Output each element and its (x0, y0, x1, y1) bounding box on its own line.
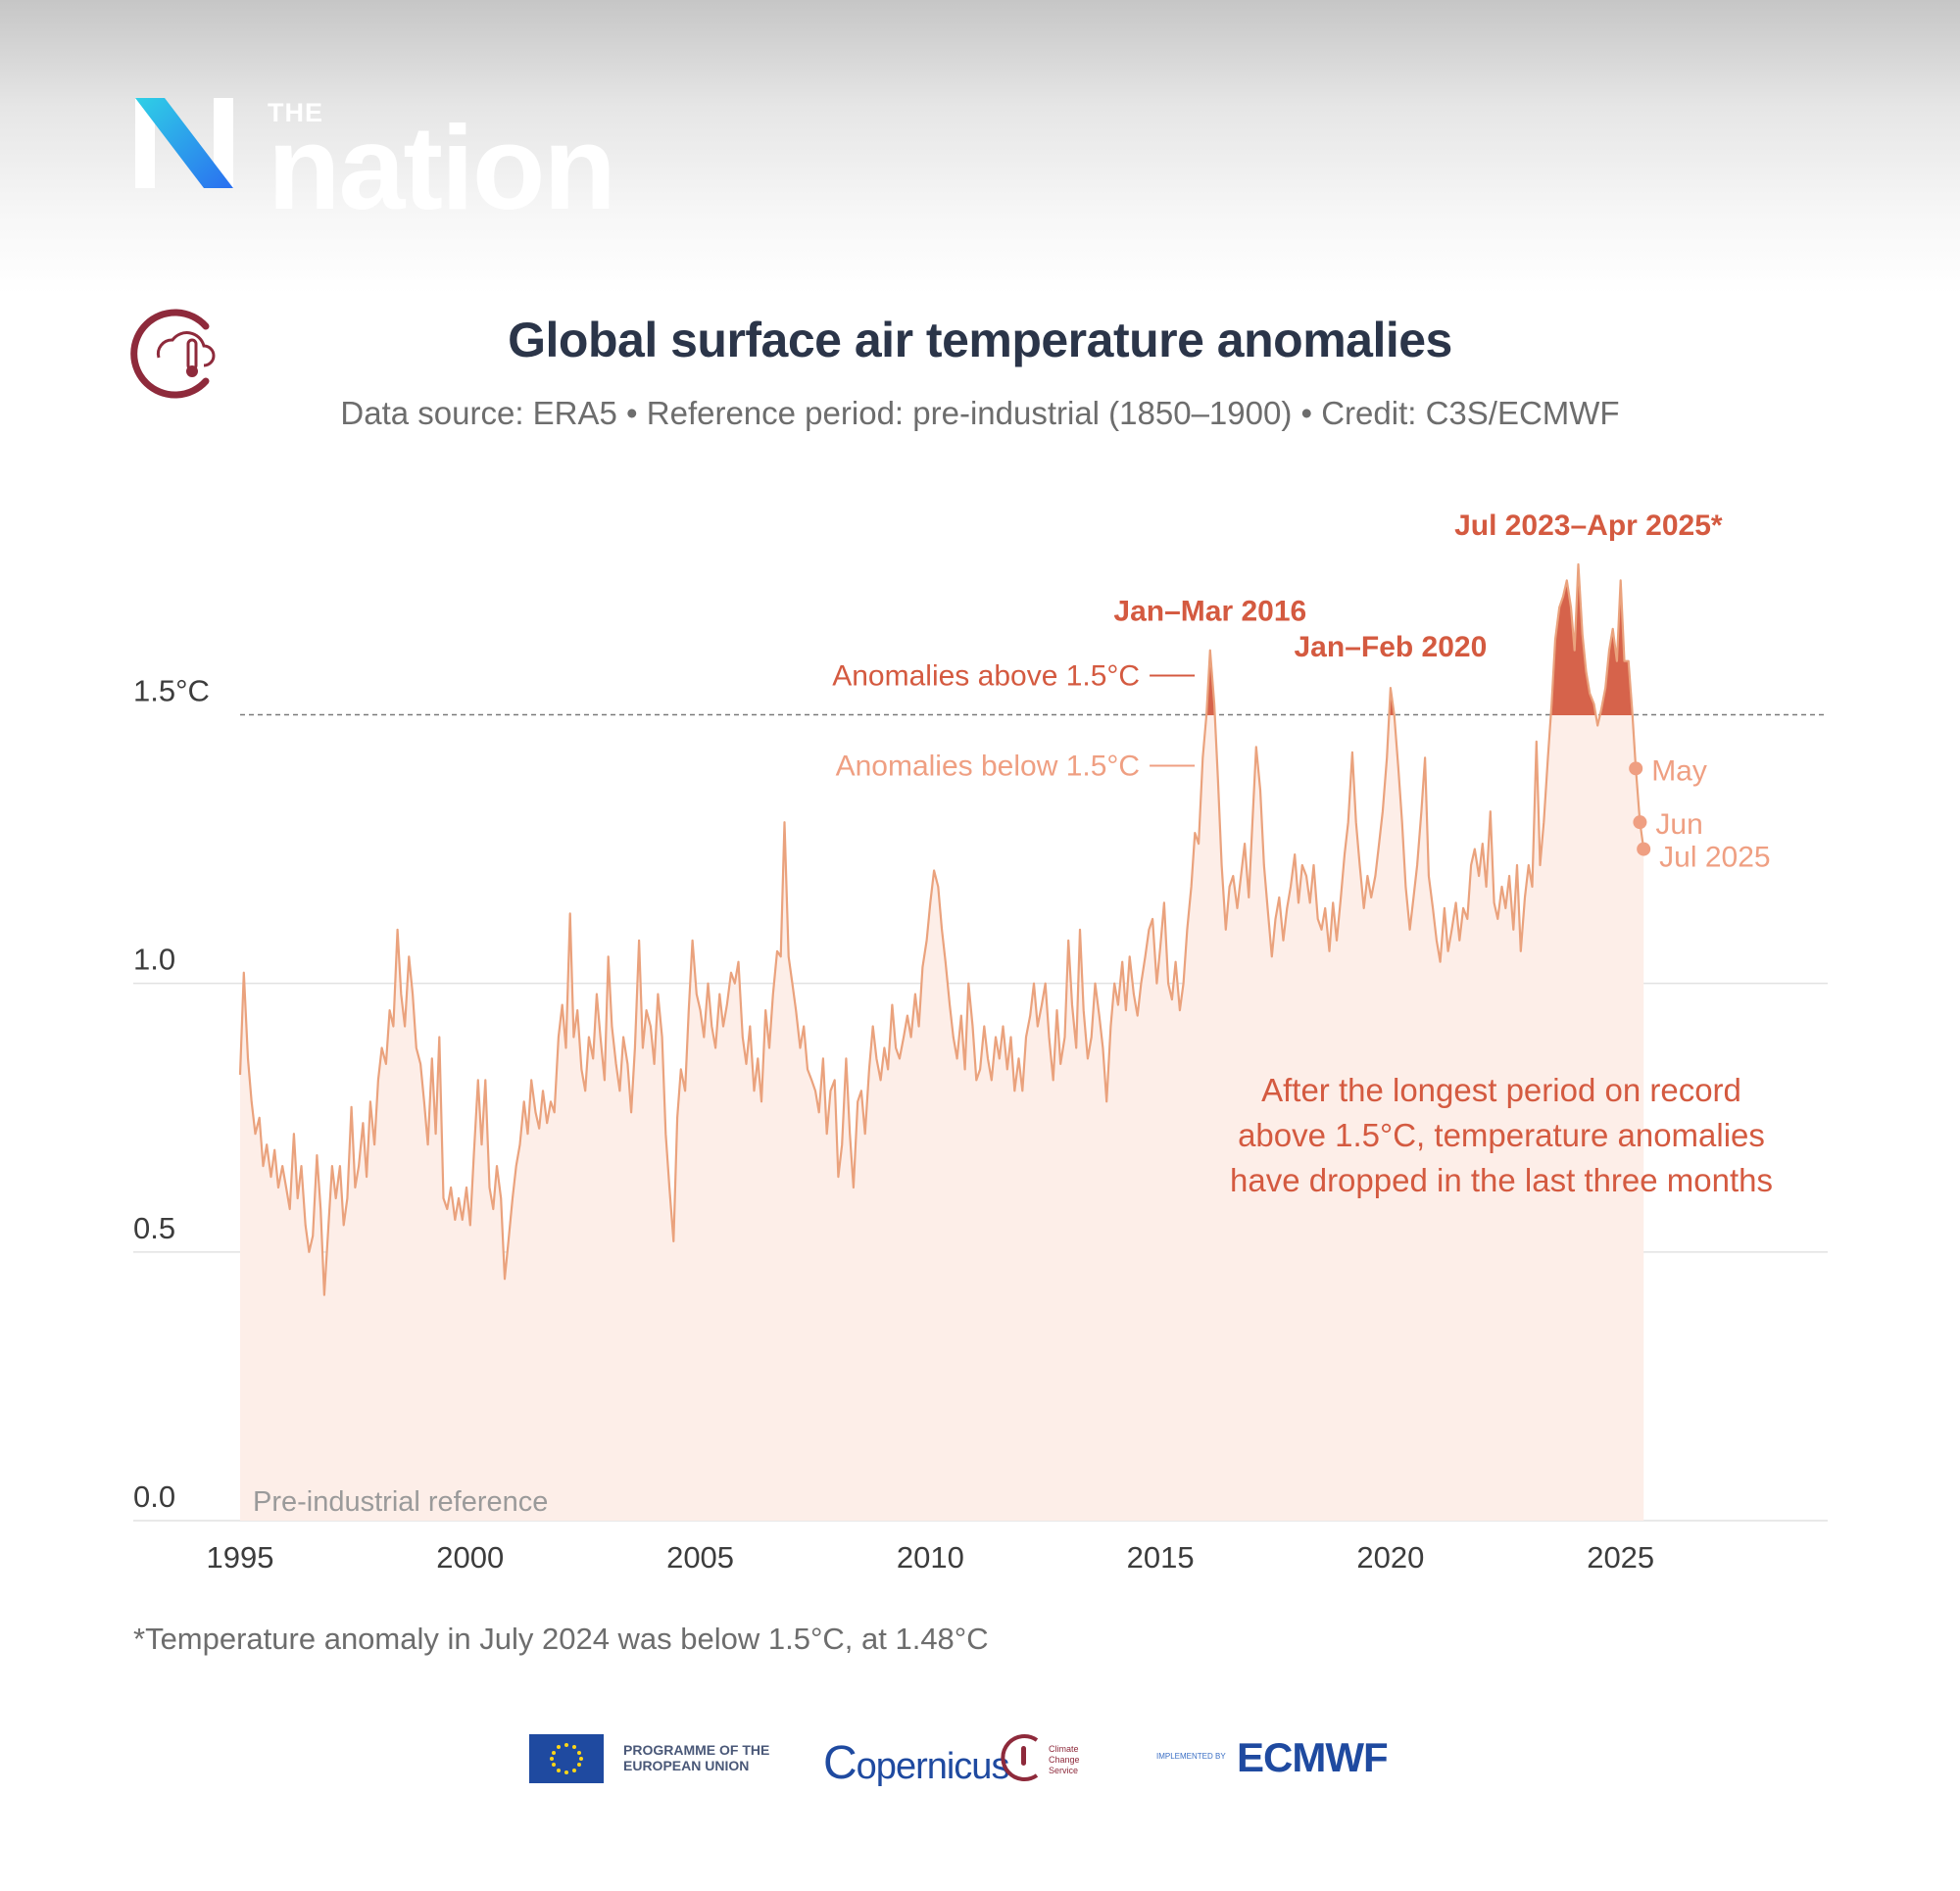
recent-point-marker (1637, 842, 1651, 856)
y-tick-label: 1.0 (133, 943, 175, 977)
y-tick-label: 0.5 (133, 1211, 175, 1245)
chart-note-line: above 1.5°C, temperature anomalies (1238, 1117, 1765, 1153)
brand-name: nation (268, 101, 616, 234)
ecmwf-logo: ECMWF (1237, 1734, 1389, 1780)
reference-label: Pre-industrial reference (253, 1486, 548, 1518)
x-tick-label: 2025 (1587, 1540, 1654, 1575)
partner-logos: PROGRAMME OF THE EUROPEAN UNION Copernic… (529, 1726, 1431, 1789)
eu-flag-icon (529, 1734, 604, 1783)
chart-title: Global surface air temperature anomalies (508, 313, 1452, 367)
chart-note-line: After the longest period on record (1261, 1072, 1741, 1108)
y-tick-label: 1.5°C (133, 674, 210, 708)
peak-label: Jul 2023–Apr 2025* (1454, 509, 1723, 542)
copernicus-logo: Copernicus (823, 1737, 1010, 1789)
x-tick-label: 1995 (207, 1540, 274, 1575)
eu-programme-text: PROGRAMME OF THE EUROPEAN UNION (623, 1742, 770, 1773)
x-tick-label: 2015 (1127, 1540, 1195, 1575)
recent-point-label: Jul 2025 (1659, 842, 1770, 874)
legend-below-label: Anomalies below 1.5°C (836, 751, 1141, 783)
recent-point-label: Jun (1655, 808, 1702, 841)
x-tick-label: 2020 (1356, 1540, 1424, 1575)
copernicus-text: opernicus (856, 1746, 1010, 1787)
ccs-logo-icon (1001, 1734, 1039, 1781)
x-tick-label: 2010 (897, 1540, 964, 1575)
y-tick-label: 0.0 (133, 1479, 175, 1514)
the-nation-logo[interactable]: THE nation (135, 98, 616, 227)
n-logo-icon (135, 98, 233, 188)
header-banner (0, 0, 1960, 294)
footnote: *Temperature anomaly in July 2024 was be… (133, 1622, 989, 1656)
recent-point-marker (1633, 815, 1647, 830)
peak-label: Jan–Feb 2020 (1295, 631, 1488, 663)
climate-thermometer-icon (130, 309, 216, 399)
chart-note-line: have dropped in the last three months (1230, 1162, 1773, 1198)
brand-the: THE (268, 98, 323, 127)
implemented-by-text: IMPLEMENTED BY (1156, 1752, 1226, 1761)
anomaly-line (238, 562, 1645, 1296)
ccs-text: Climate Change Service (1049, 1744, 1080, 1775)
x-tick-label: 2005 (666, 1540, 734, 1575)
peak-label: Jan–Mar 2016 (1113, 596, 1306, 628)
recent-point-marker (1629, 761, 1643, 776)
legend-above-label: Anomalies above 1.5°C (832, 660, 1140, 693)
area-fill (240, 564, 1644, 1521)
chart-subtitle: Data source: ERA5 • Reference period: pr… (340, 395, 1620, 431)
recent-point-label: May (1651, 754, 1707, 787)
x-tick-label: 2000 (436, 1540, 504, 1575)
